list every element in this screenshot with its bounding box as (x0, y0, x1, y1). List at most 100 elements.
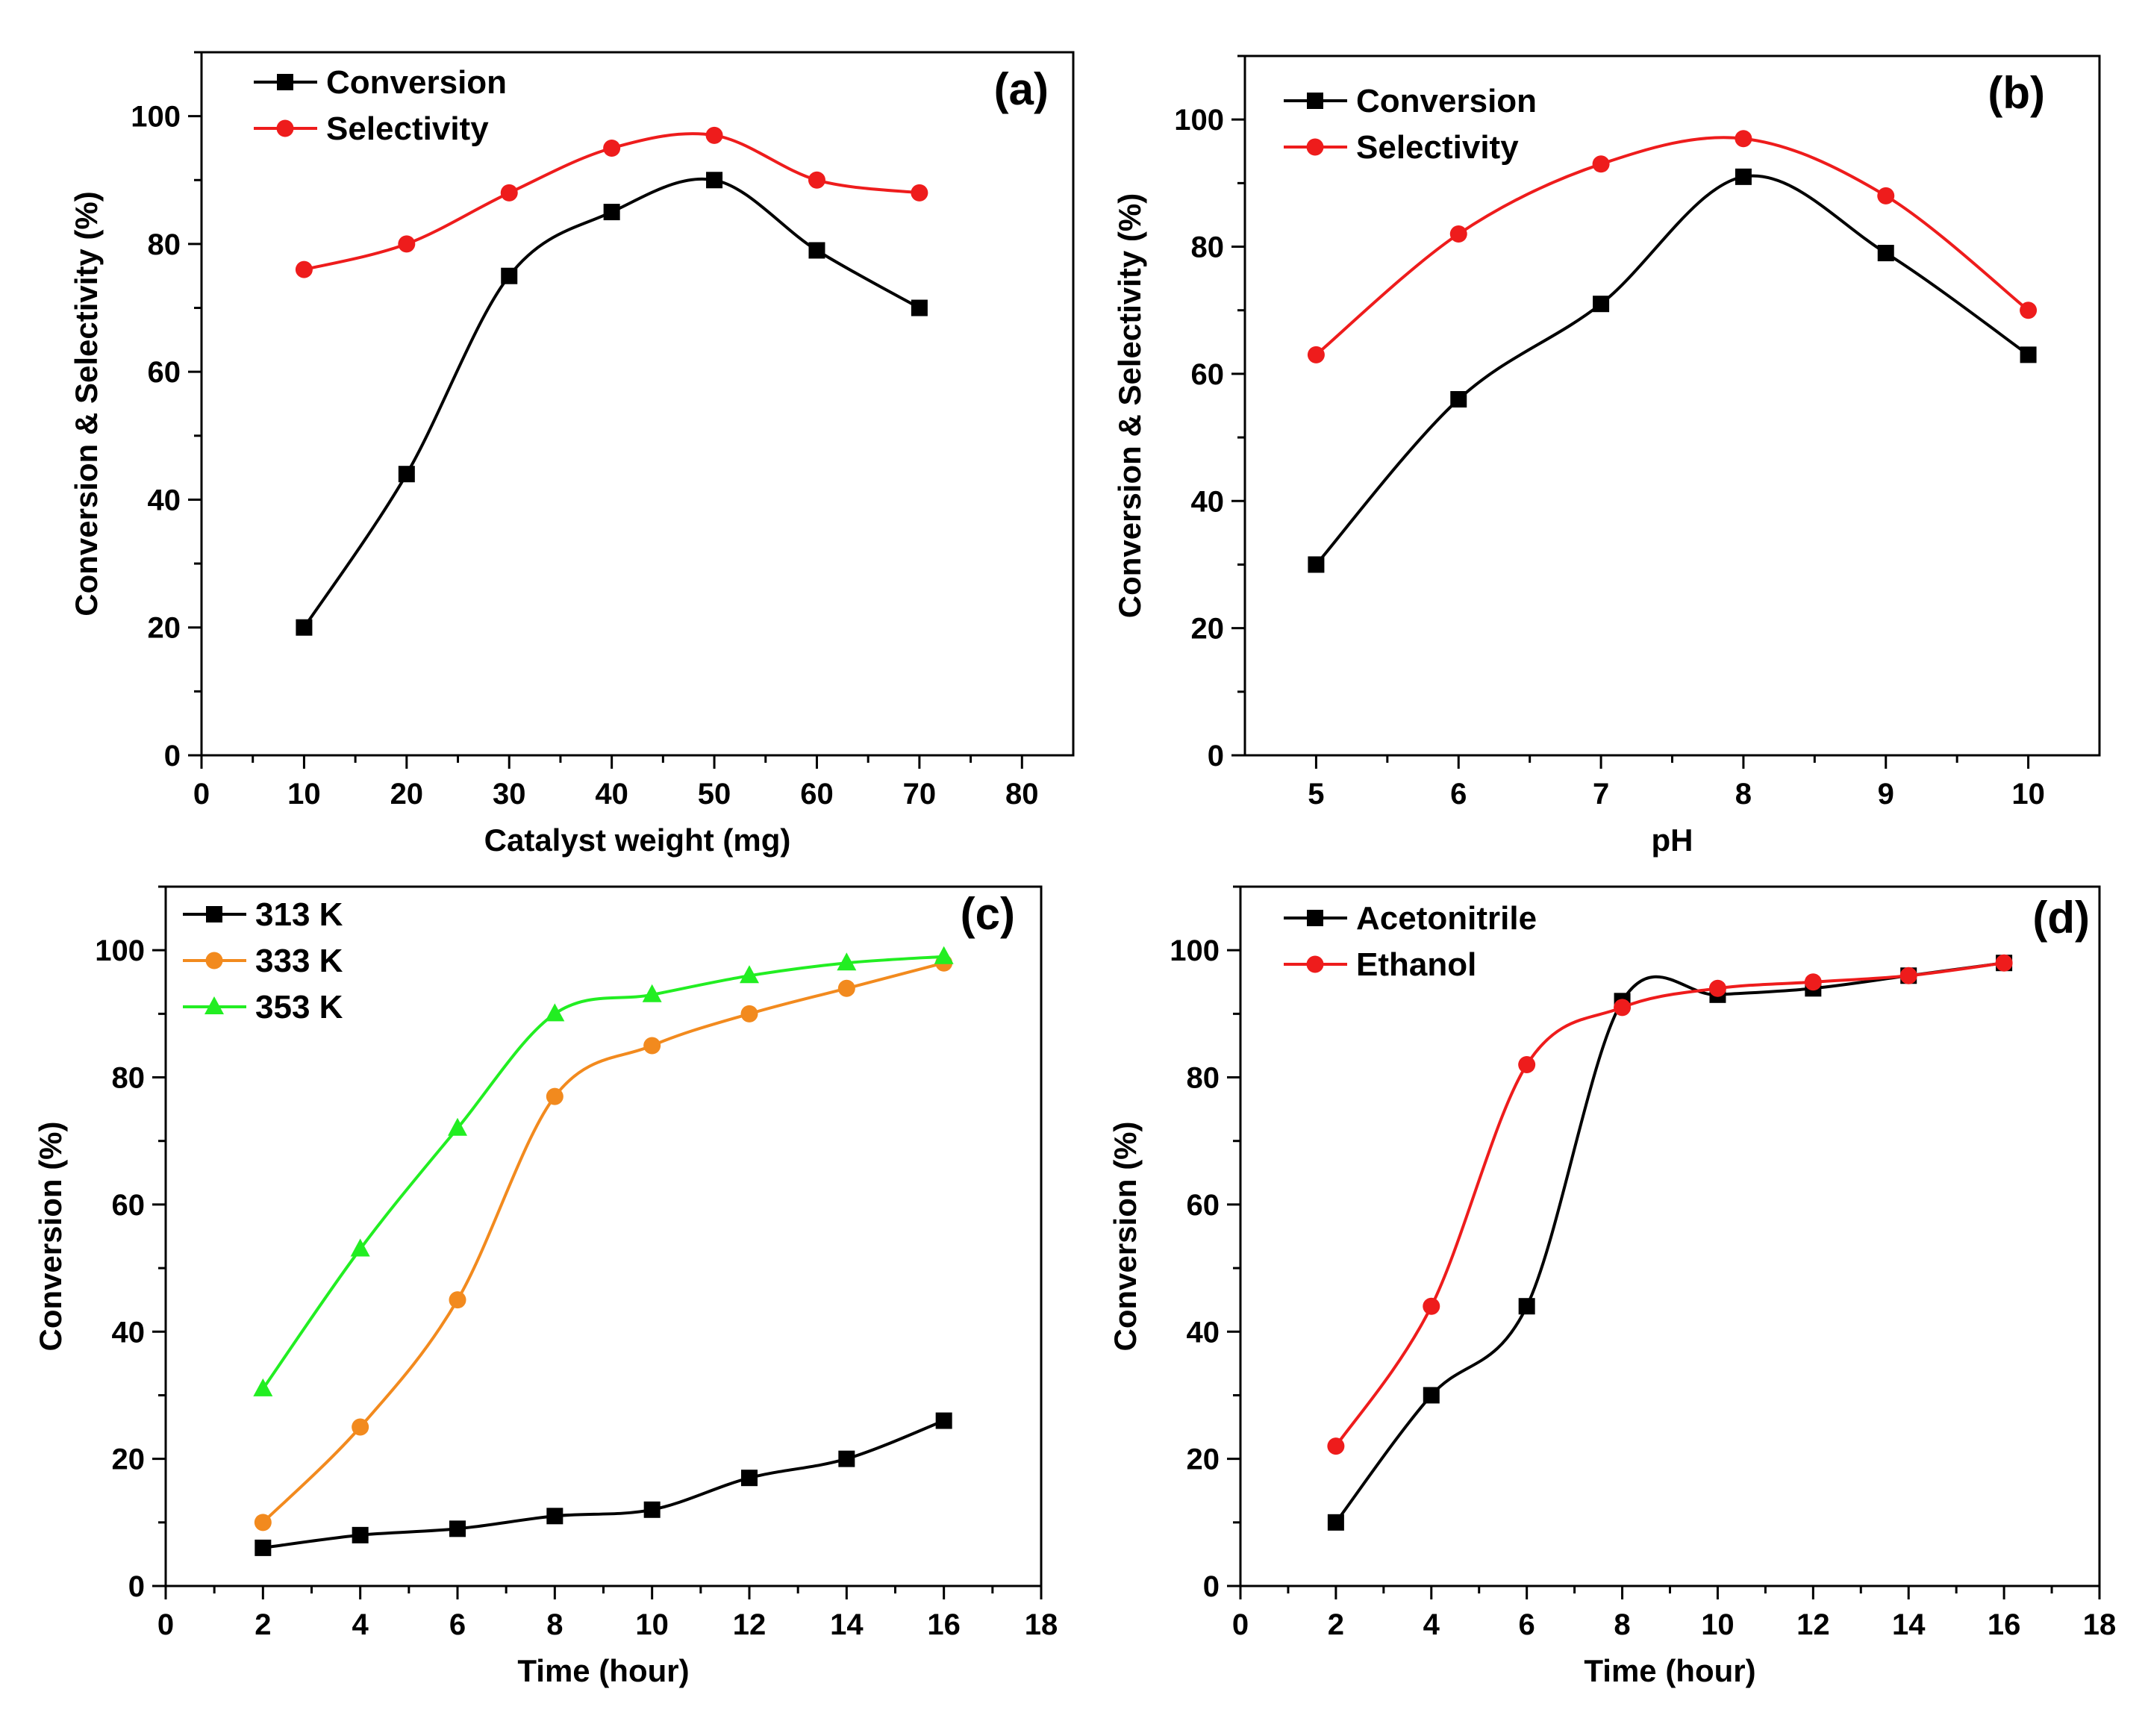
panel-c-x-tick-label: 12 (733, 1608, 767, 1641)
panel-c-x-tick-label: 14 (830, 1608, 864, 1641)
panel-a-x-tick-label: 70 (903, 778, 937, 811)
panel-d-x-tick-label: 18 (2083, 1608, 2117, 1641)
panel-d-x-tick-label: 0 (1232, 1608, 1249, 1641)
panel-a-y-tick-label: 40 (148, 484, 181, 516)
panel-a-y-tick-label: 60 (148, 356, 181, 389)
panel-c-data-point (253, 1378, 273, 1396)
panel-a-y-tick-label: 0 (164, 740, 181, 772)
panel-c-legend: 313 K 333 K 353 K (183, 896, 343, 1025)
panel-c-series-313-k (255, 1412, 952, 1556)
panel-d-x-tick-label: 14 (1892, 1608, 1926, 1641)
panel-b-legend-label: Selectivity (1356, 129, 1519, 166)
panel-c-x-tick-label: 16 (927, 1608, 961, 1641)
panel-b-x-tick-label: 5 (1308, 778, 1324, 811)
panel-a-data-point (398, 466, 415, 483)
panel-c-data-point (352, 1526, 369, 1543)
panel-b-y-tick-label: 0 (1208, 740, 1224, 772)
panel-a-series-selectivity (295, 126, 928, 278)
panel-c-series-333-k (254, 954, 953, 1532)
panel-c-x-tick-label: 6 (449, 1608, 466, 1641)
panel-b-y-tick-label: 40 (1191, 485, 1225, 518)
panel-d-data-point (1423, 1297, 1440, 1315)
panel-d-legend-label: Acetonitrile (1356, 900, 1537, 937)
panel-b-y-tick-label: 60 (1191, 358, 1225, 391)
panel-d-x-tick-label: 4 (1423, 1608, 1440, 1641)
panel-b-series-selectivity (1307, 130, 2038, 363)
panel-a-data-point (911, 299, 928, 316)
panel-c-data-point (546, 1087, 563, 1105)
panel-b-x-tick-label: 7 (1593, 778, 1609, 811)
panel-c-x-tick-label: 18 (1025, 1608, 1058, 1641)
panel-c-legend-marker (206, 906, 222, 922)
panel-a-x-tick-label: 40 (595, 778, 628, 811)
panel-a-data-point (603, 139, 621, 157)
panel-b-x-tick-label: 8 (1735, 778, 1752, 811)
panel-d-data-point (1423, 1387, 1440, 1404)
panel-a-data-point (911, 184, 928, 202)
panel-a-x-tick-label: 10 (287, 778, 321, 811)
panel-b-y-axis-title: Conversion & Selectivity (%) (1112, 193, 1147, 618)
panel-c-series-353-k (253, 946, 954, 1396)
panel-c-data-point (643, 1501, 661, 1518)
panel-c-data-point (352, 1418, 369, 1436)
panel-d-data-point (1899, 967, 1917, 984)
panel-a-legend-marker (276, 119, 294, 137)
panel-d-y-tick-label: 60 (1187, 1189, 1220, 1222)
panel-b-y-tick-label: 80 (1191, 231, 1225, 264)
panel-c-data-point (740, 1005, 758, 1022)
panel-d-data-point (1327, 1437, 1345, 1455)
panel-b-series-conversion (1308, 168, 2037, 573)
panel-b-y-tick-label: 20 (1191, 613, 1225, 646)
panel-c-y-tick-label: 60 (112, 1189, 146, 1222)
panel-b-data-point (2020, 302, 2038, 319)
panel-b-x-tick-label: 10 (2011, 778, 2045, 811)
panel-d-x-tick-label: 2 (1328, 1608, 1344, 1641)
panel-b-data-point (2020, 346, 2037, 363)
panel-c-data-point (546, 1508, 563, 1525)
panel-c-y-axis-title: Conversion (%) (33, 1121, 68, 1351)
panel-c-legend-label: 333 K (255, 943, 343, 979)
panel-c-data-point (642, 984, 662, 1002)
panel-a-data-point (295, 260, 313, 278)
panel-d-y-tick-label: 40 (1187, 1316, 1220, 1349)
panel-b-data-point (1308, 556, 1325, 573)
panel-c-y-tick-label: 80 (112, 1062, 146, 1095)
panel-a-x-tick-label: 50 (698, 778, 731, 811)
panel-a-legend-label: Selectivity (326, 110, 489, 147)
panel-a-data-point (706, 172, 723, 189)
panel-c-legend-label: 353 K (255, 989, 343, 1025)
panel-d-x-tick-label: 6 (1519, 1608, 1535, 1641)
panel-d-axes-frame (1239, 885, 2101, 1587)
panel-b-data-point (1449, 225, 1467, 243)
panel-d-data-point (1708, 979, 1726, 997)
panel-c-data-point (934, 946, 954, 964)
panel-b-legend: Conversion Selectivity (1284, 83, 1537, 166)
panel-c-data-point (837, 952, 857, 971)
panel-c-data-point (545, 1003, 565, 1022)
panel-c-y-tick-label: 20 (112, 1443, 146, 1476)
panel-c-data-point (255, 1539, 272, 1556)
panel-b-x-axis-title: pH (1652, 822, 1693, 858)
panel-b-legend-marker (1306, 138, 1324, 156)
panel-a-y-tick-label: 20 (148, 612, 181, 645)
panel-c-x-tick-label: 2 (255, 1608, 271, 1641)
panel-a-x-tick-label: 80 (1005, 778, 1039, 811)
panel-b-data-point (1307, 346, 1325, 363)
panel-a-legend: Conversion Selectivity (254, 64, 507, 147)
panel-c-x-tick-label: 0 (157, 1608, 174, 1641)
panel-c-legend-label: 313 K (255, 896, 343, 933)
panel-b-data-point (1735, 168, 1752, 185)
panel-a-series-conversion (296, 172, 928, 636)
panel-d-data-point (1614, 999, 1632, 1017)
panel-a-x-tick-label: 30 (493, 778, 526, 811)
panel-d-y-tick-label: 80 (1187, 1062, 1220, 1095)
panel-d-legend-marker (1306, 955, 1324, 973)
panel-a-tag: (a) (994, 64, 1049, 114)
panel-a-legend-marker (277, 74, 293, 90)
panel-d-legend-marker (1307, 910, 1323, 926)
panel-c-series-line (263, 1419, 945, 1549)
panel-c-x-tick-label: 4 (352, 1608, 369, 1641)
panel-b-data-point (1592, 155, 1610, 173)
